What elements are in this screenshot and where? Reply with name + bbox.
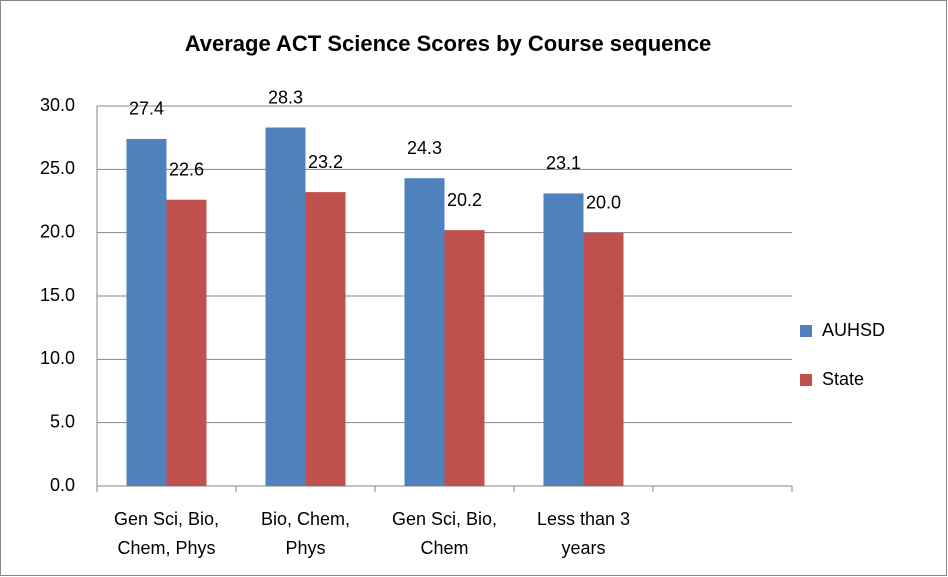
y-tick-label: 0.0 [50,475,75,495]
bar [126,138,167,486]
bar [583,232,624,486]
legend-label: AUHSD [822,320,885,340]
data-label: 23.1 [546,153,581,173]
x-tick-label: Bio, Chem, Phys [261,509,350,558]
bar [166,199,207,486]
data-label: 20.0 [586,192,621,212]
data-label: 23.2 [308,152,343,172]
y-tick-label: 20.0 [40,221,75,241]
bar [543,193,584,486]
y-tick-label: 5.0 [50,411,75,431]
data-label: 22.6 [169,159,204,179]
legend-label: State [822,369,864,389]
bar [305,192,346,486]
y-tick-label: 30.0 [40,95,75,115]
legend-swatch [800,374,812,386]
data-label: 27.4 [129,99,164,119]
y-tick-label: 10.0 [40,348,75,368]
bar [265,127,306,487]
data-label: 20.2 [447,190,482,210]
legend-swatch [800,325,812,337]
bar [404,178,445,486]
y-tick-label: 15.0 [40,285,75,305]
bar [444,230,485,486]
chart-title: Average ACT Science Scores by Course seq… [185,31,712,56]
data-label: 28.3 [268,87,303,107]
x-tick-label: Gen Sci, Bio, Chem, Phys [114,509,219,558]
x-tick-label: Less than 3 years [537,509,630,558]
y-tick-label: 25.0 [40,158,75,178]
x-tick-label: Gen Sci, Bio, Chem [392,509,497,558]
data-label: 24.3 [407,138,442,158]
